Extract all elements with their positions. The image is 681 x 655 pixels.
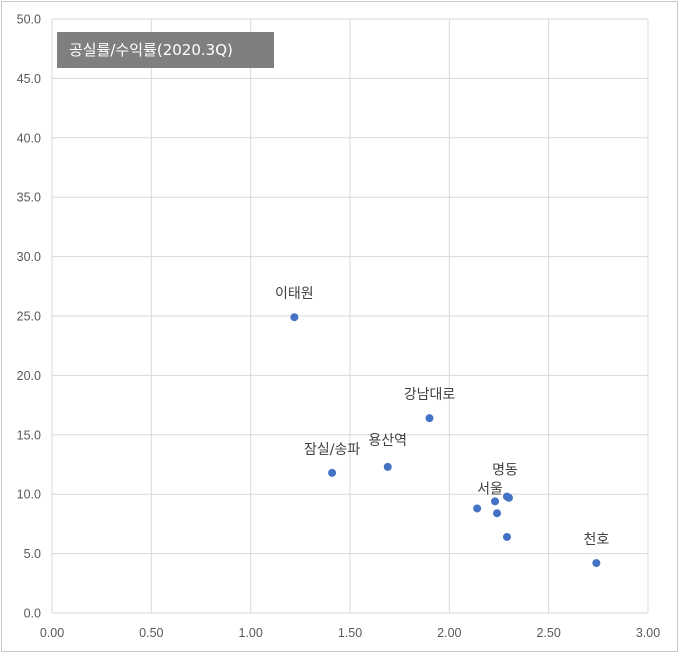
- gridlines: [51, 18, 649, 614]
- y-tick-label: 0.0: [24, 607, 41, 621]
- chart-title-box: 공실률/수익률(2020.3Q): [57, 32, 274, 68]
- data-points: [290, 313, 601, 568]
- x-tick-label: 1.50: [338, 626, 362, 640]
- y-tick-label: 35.0: [17, 191, 41, 205]
- data-label: 잠실/송파: [304, 442, 360, 458]
- x-tick-label: 1.00: [238, 626, 262, 640]
- data-label: 천호: [583, 532, 609, 548]
- x-tick-label: 3.00: [636, 626, 660, 640]
- x-tick-label: 2.50: [536, 626, 560, 640]
- y-tick-label: 5.0: [24, 547, 41, 561]
- data-point: [290, 313, 299, 322]
- data-label: 용산역: [368, 433, 407, 449]
- data-label: 명동: [492, 463, 518, 479]
- chart-title: 공실률/수익률(2020.3Q): [69, 41, 233, 59]
- y-tick-label: 10.0: [17, 488, 41, 502]
- data-point: [502, 532, 511, 541]
- data-label: 이태원: [275, 286, 314, 302]
- data-label: 강남대로: [404, 387, 456, 403]
- data-label: 서울: [477, 481, 503, 497]
- y-tick-label: 50.0: [17, 13, 41, 27]
- y-tick-label: 30.0: [17, 250, 41, 264]
- x-tick-label: 2.00: [437, 626, 461, 640]
- x-axis-ticks: 0.00 0.50 1.00 1.50 2.00 2.50 3.00: [40, 626, 660, 640]
- data-point: [491, 497, 500, 506]
- data-point: [493, 509, 502, 518]
- y-tick-label: 20.0: [17, 369, 41, 383]
- data-point: [383, 462, 392, 471]
- data-point: [328, 468, 337, 477]
- y-axis-ticks: 0.0 5.0 10.0 15.0 20.0 25.0 30.0 35.0 40.0 45.0 50…: [17, 13, 41, 621]
- data-point: [592, 559, 601, 568]
- y-tick-label: 45.0: [17, 72, 41, 86]
- y-tick-label: 40.0: [17, 131, 41, 145]
- x-tick-label: 0.00: [40, 626, 64, 640]
- y-tick-label: 25.0: [17, 310, 41, 324]
- y-tick-label: 15.0: [17, 428, 41, 442]
- data-point: [473, 504, 482, 513]
- data-point: [504, 493, 513, 502]
- data-point: [425, 414, 434, 423]
- x-tick-label: 0.50: [139, 626, 163, 640]
